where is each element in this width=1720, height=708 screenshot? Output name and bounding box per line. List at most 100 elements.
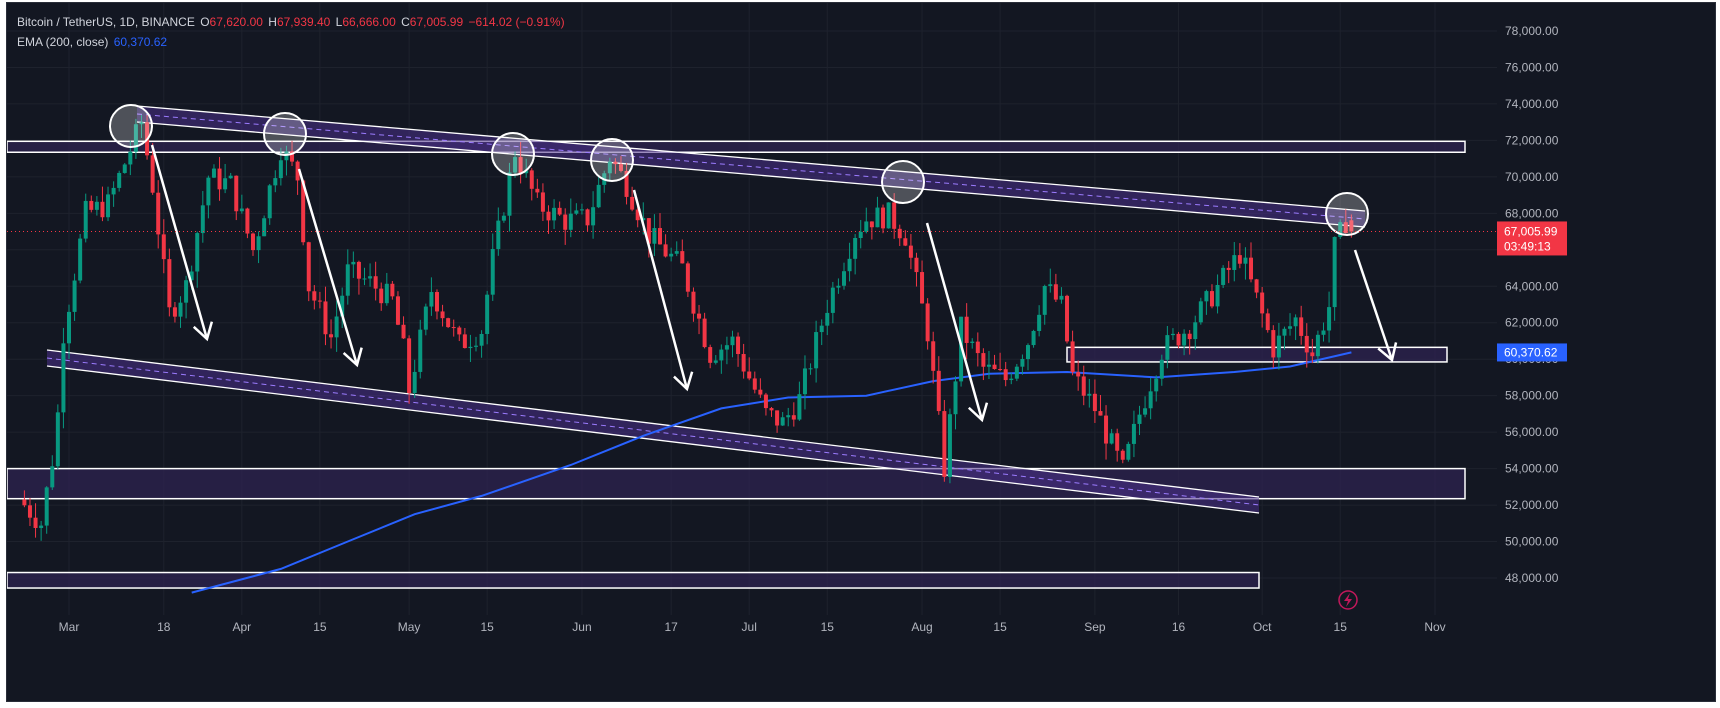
candle-body (864, 221, 869, 232)
ema-price-value: 60,370.62 (1504, 345, 1558, 359)
candle-body (552, 207, 557, 221)
candle-body (156, 192, 161, 235)
channel-midline (46, 357, 1260, 506)
candle-body (947, 414, 952, 477)
candle-body (44, 487, 49, 526)
price-tick-label: 72,000.00 (1505, 133, 1559, 147)
candle-body (501, 215, 506, 221)
candle-body (1154, 378, 1159, 392)
time-tick-label: Sep (1084, 620, 1106, 634)
candle-body (897, 228, 902, 239)
candle-body (1109, 433, 1114, 444)
candle-body (55, 412, 60, 467)
time-tick-label: 17 (664, 620, 678, 634)
lightning-icon[interactable] (1338, 590, 1358, 610)
candle-body (1310, 352, 1315, 357)
channels (46, 105, 1366, 514)
candle-body (356, 261, 361, 279)
candle-body (791, 415, 796, 420)
candle-body (295, 161, 300, 181)
candle-body (1204, 291, 1209, 302)
price-tick-label: 56,000.00 (1505, 425, 1559, 439)
ohlc-legend: Bitcoin / TetherUS, 1D, BINANCE O67,620.… (17, 15, 565, 29)
channel-midline (136, 113, 1366, 220)
candle-body (836, 285, 841, 288)
candle-body (925, 303, 930, 342)
candle-body (847, 258, 852, 272)
candle-body (513, 157, 518, 173)
time-tick-label: Nov (1424, 620, 1445, 634)
candle-body (474, 345, 479, 347)
candle-body (50, 466, 55, 488)
candle-body (741, 354, 746, 372)
candle-body (786, 415, 791, 418)
candle-body (440, 311, 445, 319)
candle-body (340, 295, 345, 317)
candle-body (167, 259, 172, 308)
candle-body (858, 231, 863, 238)
candle-body (1176, 333, 1181, 346)
candle-body (724, 345, 729, 350)
candle-body (1215, 284, 1220, 307)
candle-body (524, 170, 529, 174)
candle-body (94, 201, 99, 210)
candle-body (808, 368, 813, 370)
candle-body (936, 370, 941, 412)
candle-body (1182, 333, 1187, 346)
candle-body (713, 360, 718, 363)
symbol-title[interactable]: Bitcoin / TetherUS, 1D, BINANCE (17, 15, 195, 29)
price-tick-label: 76,000.00 (1505, 60, 1559, 74)
candle-body (986, 364, 991, 367)
arrow-head (967, 402, 989, 423)
candle-body (719, 349, 724, 361)
channel-edge (136, 105, 1366, 212)
candle-body (256, 236, 261, 251)
candle-body (853, 237, 858, 259)
candle-body (914, 257, 919, 273)
candle-body (1232, 255, 1237, 270)
candle-body (290, 151, 295, 162)
candle-body (72, 280, 77, 312)
candle-body (61, 343, 66, 413)
candle-body (139, 122, 144, 125)
price-chart[interactable]: 48,000.00 50,000.00 52,000.00 54,000.00 56,0… (7, 3, 1716, 702)
candle-body (1349, 220, 1354, 232)
top-circles (109, 104, 1369, 236)
candle-body (708, 347, 713, 363)
candle-body (747, 371, 752, 379)
candle-body (1137, 414, 1142, 424)
arrow-shaft (925, 222, 984, 421)
candle-body (1081, 376, 1086, 396)
candle-body (881, 207, 886, 229)
candle-body (1092, 393, 1097, 412)
candle-body (1327, 307, 1332, 331)
candle-body (1193, 322, 1198, 340)
candle-body (122, 164, 127, 173)
candle-body (1226, 267, 1231, 270)
candle-body (886, 202, 891, 229)
candle-body (579, 209, 584, 211)
close-label: C (401, 15, 410, 29)
candle-body (992, 364, 997, 370)
candle-body (908, 245, 913, 258)
candle-body (184, 280, 189, 303)
time-tick-label: 15 (1334, 620, 1348, 634)
candle-body (1209, 291, 1214, 307)
candle-body (1126, 443, 1131, 460)
arrow-head (342, 347, 363, 368)
time-tick-label: 15 (993, 620, 1007, 634)
candle-body (1243, 257, 1248, 264)
candle-body (1260, 292, 1265, 314)
ema-label[interactable]: EMA (200, close) (17, 35, 109, 49)
candle-body (557, 207, 562, 215)
candle-body (1143, 408, 1148, 415)
candle-body (239, 208, 244, 212)
peak-circle (881, 160, 925, 204)
candle-body (1120, 450, 1125, 460)
candle-body (507, 172, 512, 216)
candle-body (133, 124, 138, 152)
candle-body (802, 368, 807, 395)
candle-body (423, 306, 428, 330)
candle-body (758, 389, 763, 395)
change-value: −614.02 (−0.91%) (468, 15, 565, 29)
